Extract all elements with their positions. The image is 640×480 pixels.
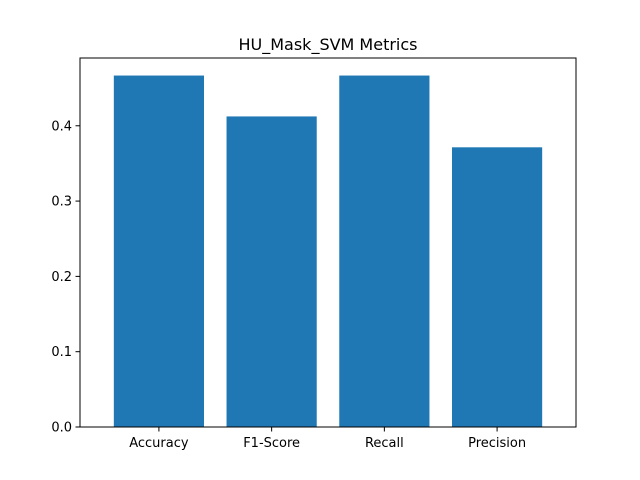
y-tick-label: 0.4 xyxy=(51,119,72,134)
y-tick-label: 0.3 xyxy=(51,195,72,210)
bar-accuracy xyxy=(113,75,204,427)
y-tick-label: 0.2 xyxy=(51,270,72,285)
x-axis-ticks: Accuracy F1-Score Recall Precision xyxy=(129,427,526,451)
y-tick-label: 0.1 xyxy=(51,345,72,360)
x-tick-label: Precision xyxy=(468,436,526,451)
bar-precision xyxy=(452,147,543,428)
y-tick-label: 0.0 xyxy=(51,421,72,436)
chart-title: HU_Mask_SVM Metrics xyxy=(238,35,417,55)
plot-area-frame xyxy=(79,57,577,428)
x-tick-label: F1-Score xyxy=(243,436,300,451)
x-tick-label: Recall xyxy=(365,436,404,451)
x-tick-label: Accuracy xyxy=(129,436,189,451)
bar-f1-score xyxy=(226,116,317,427)
y-axis-ticks: 0.0 0.1 0.2 0.3 0.4 xyxy=(51,119,80,436)
bar-recall xyxy=(339,75,430,427)
bars-group xyxy=(113,75,543,428)
